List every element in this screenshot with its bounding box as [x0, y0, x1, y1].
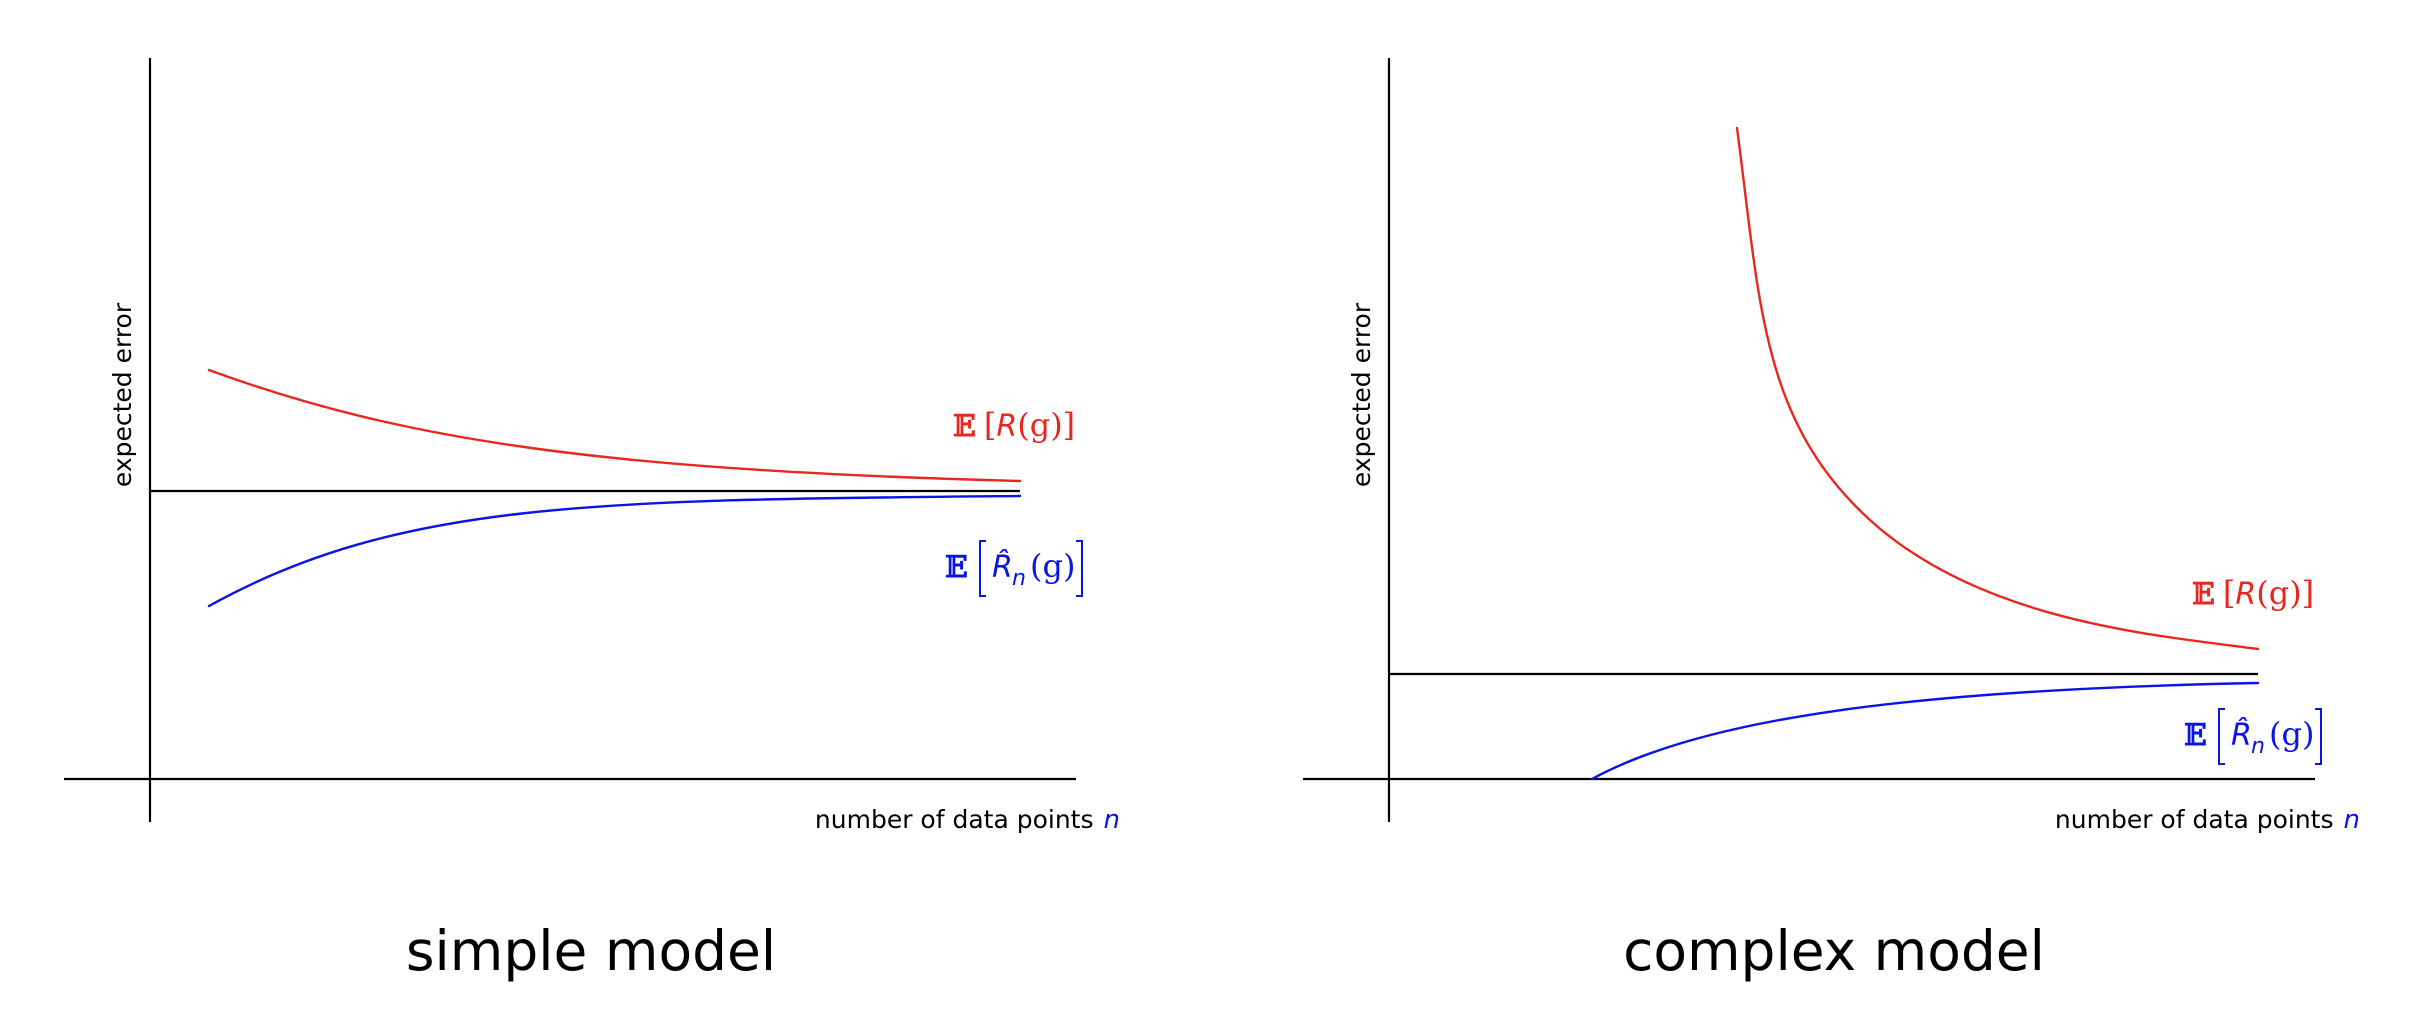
left-bracket: [ — [984, 406, 996, 444]
y-axis-label: expected error — [108, 302, 137, 487]
x-axis-label-text: number of data points — [815, 805, 1094, 834]
risk-args: (g) — [1017, 406, 1062, 444]
risk-args: (g) — [2256, 574, 2301, 612]
panel-complex-model: expected error number of data points n 𝔼[… — [1303, 58, 2360, 983]
right-tall-bracket — [2315, 708, 2322, 765]
right-bracket: ] — [2302, 574, 2314, 612]
panel-simple-model: expected error number of data points n 𝔼[… — [64, 58, 1120, 983]
true-risk-label: 𝔼 [R(g)] — [2192, 574, 2314, 612]
risk-variable: R — [996, 409, 1017, 444]
risk-args: (g) — [2269, 715, 2314, 753]
true-risk-curve — [1735, 126, 2260, 651]
expectation-symbol: 𝔼 — [953, 409, 976, 444]
expectation-symbol: 𝔼 — [945, 550, 968, 585]
left-tall-bracket — [2218, 708, 2225, 765]
risk-subscript: n — [2251, 734, 2265, 759]
x-axis-label: number of data points n — [2055, 805, 2360, 835]
x-axis-label-text: number of data points — [2055, 805, 2334, 834]
left-bracket: [ — [2223, 574, 2235, 612]
empirical-risk-curve — [1590, 681, 2260, 781]
risk-subscript: n — [1012, 566, 1026, 591]
true-risk-curve — [207, 368, 1022, 483]
true-risk-label: 𝔼 [R(g)] — [953, 406, 1075, 444]
right-tall-bracket — [1076, 540, 1083, 597]
risk-variable: R̂ — [992, 549, 1013, 585]
empirical-risk-label: 𝔼 R̂ n (g) — [2184, 708, 2322, 765]
y-axis-label: expected error — [1347, 302, 1376, 487]
empirical-risk-label: 𝔼 R̂ n (g) — [945, 540, 1083, 597]
expectation-symbol: 𝔼 — [2184, 718, 2207, 753]
x-axis-variable: n — [1104, 805, 1120, 835]
risk-variable: R — [2235, 577, 2256, 612]
right-bracket: ] — [1063, 406, 1075, 444]
empirical-risk-curve — [207, 494, 1022, 608]
expectation-symbol: 𝔼 — [2192, 577, 2215, 612]
x-axis-variable: n — [2344, 805, 2360, 835]
risk-args: (g) — [1030, 547, 1075, 585]
panel-title: simple model — [406, 919, 776, 983]
risk-variable: R̂ — [2231, 717, 2252, 753]
left-tall-bracket — [979, 540, 986, 597]
x-axis-label: number of data points n — [815, 805, 1120, 835]
panel-title: complex model — [1623, 919, 2045, 983]
